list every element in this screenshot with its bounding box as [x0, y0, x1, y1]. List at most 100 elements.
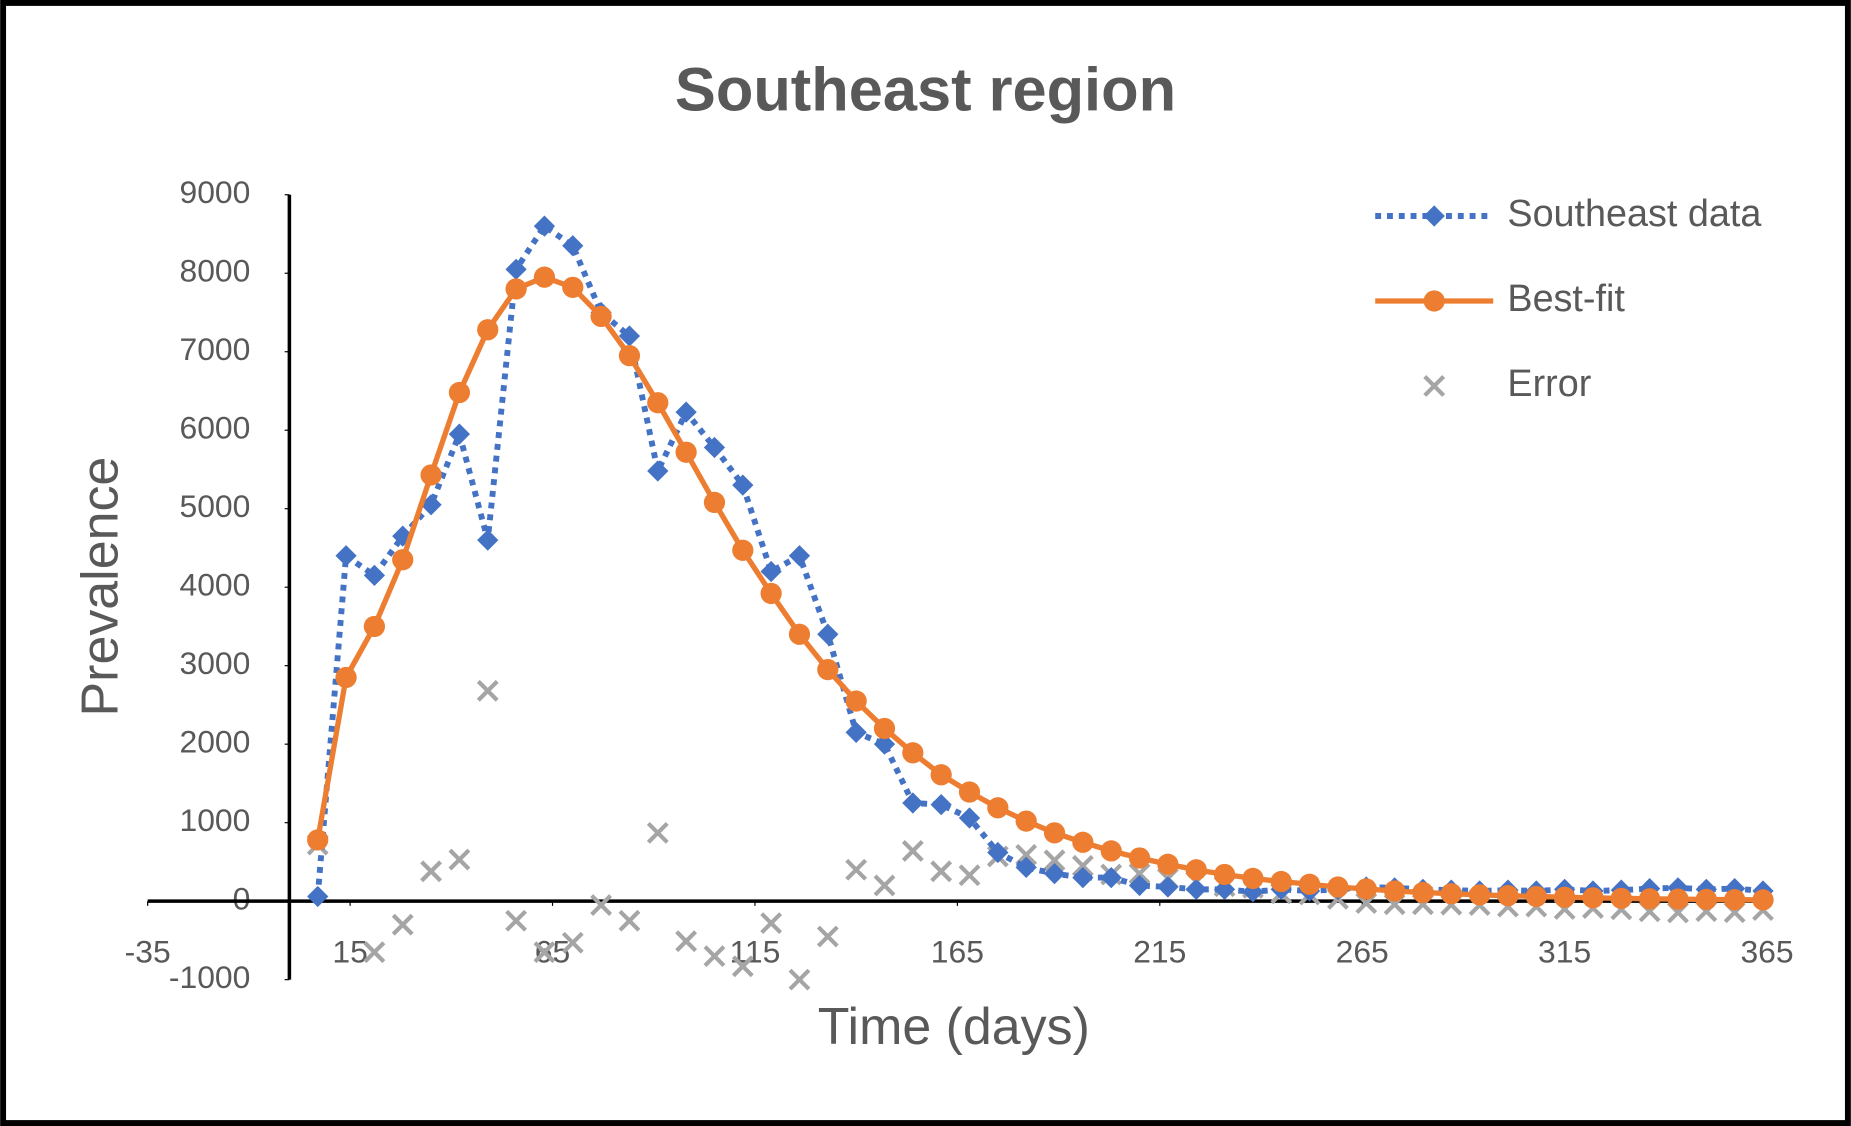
data-point	[873, 874, 896, 897]
data-point	[788, 545, 811, 567]
data-point	[1639, 888, 1661, 910]
data-point	[1128, 847, 1151, 869]
data-point	[618, 325, 641, 347]
data-point	[647, 460, 669, 482]
data-point	[703, 945, 726, 967]
data-point	[873, 717, 896, 740]
y-tick-label: 4000	[179, 567, 250, 603]
data-point	[533, 215, 556, 237]
data-point	[1270, 870, 1292, 893]
data-point	[958, 807, 981, 829]
data-point	[930, 764, 952, 786]
data-point	[477, 319, 499, 341]
data-point	[930, 860, 953, 883]
data-point	[703, 491, 726, 514]
data-point	[1072, 831, 1094, 853]
data-point	[1128, 874, 1151, 897]
x-tick-label: 115	[730, 934, 781, 970]
data-point	[505, 909, 527, 932]
y-tick-label: 8000	[179, 253, 250, 289]
legend-label: Southeast data	[1507, 193, 1761, 235]
data-point	[1157, 876, 1179, 898]
x-tick-label: 265	[1336, 934, 1389, 970]
data-point	[1468, 884, 1491, 906]
data-point	[1412, 881, 1434, 904]
data-point	[363, 941, 386, 964]
data-point	[420, 464, 442, 486]
data-point	[1383, 880, 1406, 902]
data-point	[505, 278, 527, 300]
y-axis-label: Prevalence	[72, 457, 130, 717]
data-point	[732, 474, 754, 496]
data-point	[817, 658, 839, 681]
y-tick-label: 7000	[179, 331, 250, 367]
x-tick-label: 15	[332, 934, 367, 970]
data-point	[1525, 885, 1547, 908]
data-point	[958, 864, 981, 887]
y-tick-label: 0	[233, 881, 251, 917]
y-tick-label: 6000	[179, 410, 250, 446]
data-point	[817, 623, 839, 645]
data-point	[1610, 887, 1632, 909]
data-point	[391, 913, 414, 936]
data-point	[1213, 863, 1236, 886]
legend-label: Best-fit	[1507, 278, 1625, 320]
x-tick-label: 165	[931, 934, 984, 970]
data-point	[448, 848, 471, 871]
data-point	[392, 549, 414, 571]
data-point	[448, 381, 471, 404]
data-point	[476, 679, 499, 702]
data-point	[533, 941, 556, 964]
data-point	[533, 266, 556, 288]
data-point	[845, 690, 867, 712]
x-tick-label: 315	[1538, 934, 1591, 970]
y-tick-label: 2000	[179, 724, 250, 760]
data-point	[1724, 889, 1746, 911]
y-tick-label: 3000	[179, 645, 250, 681]
data-point	[562, 276, 584, 298]
data-point	[1043, 849, 1066, 872]
data-point	[902, 742, 924, 764]
data-point	[1242, 867, 1264, 890]
legend-marker	[1423, 290, 1445, 312]
data-point	[335, 666, 357, 689]
data-point	[930, 793, 952, 816]
data-point	[675, 930, 698, 953]
data-point	[1695, 888, 1717, 911]
data-point	[845, 858, 868, 881]
data-point	[618, 909, 641, 932]
data-point	[760, 582, 782, 605]
data-point	[902, 792, 924, 814]
data-point	[647, 392, 669, 414]
data-point	[590, 305, 612, 328]
data-point	[1497, 885, 1519, 907]
data-point	[958, 781, 981, 803]
data-point	[1185, 859, 1207, 881]
data-point	[646, 821, 669, 844]
chart-title: Southeast region	[675, 56, 1176, 125]
data-point	[420, 494, 442, 516]
data-point	[1355, 878, 1377, 900]
data-point	[335, 545, 357, 567]
data-point	[675, 441, 697, 463]
data-point	[1327, 876, 1349, 898]
y-tick-label: 5000	[179, 488, 250, 524]
data-point	[987, 797, 1009, 819]
data-point	[561, 931, 584, 954]
data-point	[307, 829, 329, 851]
data-point	[1298, 873, 1321, 895]
series-line	[315, 274, 1764, 903]
data-point	[731, 955, 754, 978]
data-point	[987, 841, 1009, 864]
data-point	[618, 345, 641, 367]
data-point	[420, 860, 442, 883]
data-point	[1213, 878, 1236, 901]
data-point	[1043, 822, 1066, 844]
x-tick-label: 365	[1740, 934, 1793, 970]
y-tick-label: 1000	[179, 802, 250, 838]
data-point	[590, 894, 613, 916]
series-line	[314, 221, 1764, 897]
